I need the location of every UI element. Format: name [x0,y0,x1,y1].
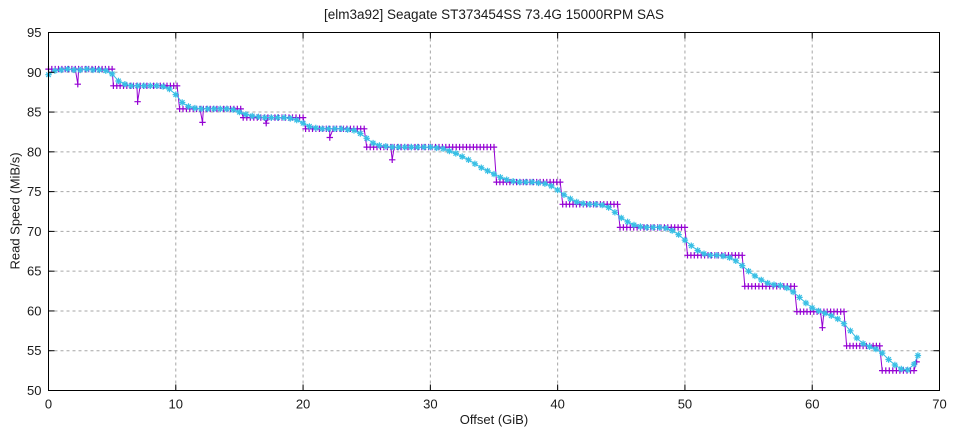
x-tick-label: 30 [423,397,437,412]
grid [48,32,940,391]
y-tick-label: 95 [27,25,41,40]
y-tick-label: 55 [27,343,41,358]
y-tick-label: 85 [27,105,41,120]
series-read-pass-2-line [48,68,919,371]
chart-title: [elm3a92] Seagate ST373454SS 73.4G 15000… [324,7,664,22]
y-tick-label: 75 [27,184,41,199]
series-read-pass-1-line [48,68,918,372]
y-tick-label: 80 [27,144,41,159]
x-tick-label: 20 [296,397,310,412]
y-tick-label: 90 [27,65,41,80]
plot-border [48,32,940,391]
x-tick-label: 10 [169,397,183,412]
y-tick-label: 50 [27,383,41,398]
x-tick-label: 0 [45,397,52,412]
axis-ticks [48,32,940,391]
x-tick-label: 60 [805,397,819,412]
x-tick-label: 50 [678,397,692,412]
y-axis-label: Read Speed (MiB/s) [7,152,23,270]
x-tick-label: 40 [550,397,564,412]
y-tick-label: 60 [27,303,41,318]
x-tick-label: 70 [932,397,946,412]
y-tick-label: 70 [27,224,41,239]
x-axis-label: Offset (GiB) [459,412,529,427]
y-tick-label: 65 [27,264,41,279]
